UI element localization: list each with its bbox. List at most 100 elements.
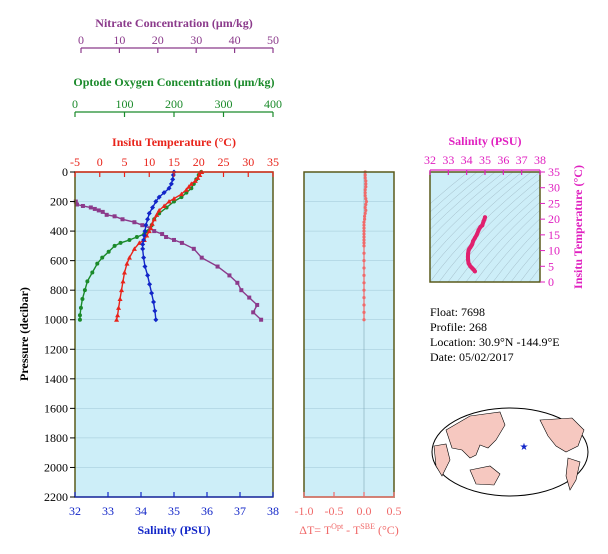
ts-salinity-axis-tick-label: 33 — [442, 153, 454, 167]
delta-axis-title: ΔT= TOpt - TSBE (°C) — [299, 522, 399, 537]
ts-point — [471, 239, 476, 244]
nitrate-point — [259, 317, 264, 322]
temperature-axis-tick-label: 25 — [218, 155, 230, 169]
nitrate-axis-title: Nitrate Concentration (μm/kg) — [95, 16, 252, 30]
salinity-point — [156, 194, 162, 200]
ts-point — [465, 254, 470, 259]
temperature-point — [188, 181, 194, 186]
oxygen-point — [118, 240, 123, 245]
density-contour — [474, 209, 540, 282]
pressure-axis-tick-label: 1000 — [44, 313, 68, 327]
delta-point — [363, 173, 367, 177]
nitrate-point — [227, 273, 232, 278]
temperature-point — [154, 212, 160, 217]
profile-grid — [75, 201, 273, 468]
nitrate-point — [104, 212, 109, 217]
temperature-point — [124, 261, 130, 266]
ts-temperature-axis-tick-label: 30 — [548, 181, 560, 195]
temperature-axis-tick-label: 10 — [143, 155, 155, 169]
delta-point — [363, 188, 367, 192]
nitrate-point — [215, 264, 220, 269]
oxygen-axis: 0 100 200 300 400 — [72, 97, 282, 117]
nitrate-point — [247, 295, 252, 300]
float-id: Float: 7698 — [430, 305, 486, 319]
delta-point — [362, 238, 366, 242]
delta-point — [362, 295, 366, 300]
density-contour — [456, 193, 540, 282]
delta-point — [364, 202, 368, 207]
temperature-axis-tick-label: 30 — [242, 155, 254, 169]
temperature-axis: -5 0 5 10 15 20 25 30 35 — [70, 155, 279, 177]
oxygen-point — [90, 270, 95, 275]
delta-point — [362, 241, 366, 245]
nitrate-point — [239, 288, 244, 293]
map-australia — [469, 465, 501, 486]
pressure-axis-tick-label: 1600 — [44, 401, 68, 415]
density-contour — [430, 172, 478, 213]
nitrate-point — [80, 203, 85, 208]
oxygen-axis-title: Optode Oxygen Concentration (μm/kg) — [73, 75, 274, 89]
ts-temperature-title: Insitu Temperature (°C) — [571, 165, 585, 289]
salinity-point — [143, 222, 149, 228]
density-contour — [430, 172, 505, 240]
density-contour — [501, 236, 540, 282]
delta-point — [363, 191, 367, 195]
date: Date: 05/02/2017 — [430, 350, 514, 364]
salinity-axis-tick-label: 38 — [267, 504, 279, 518]
location: Location: 30.9°N -144.9°E — [430, 335, 560, 349]
delta-axis: -1.0 -0.5 0.0 0.5 — [295, 492, 402, 518]
nitrate-point — [152, 229, 157, 234]
temperature-point — [136, 240, 142, 245]
delta-point — [364, 182, 368, 186]
profile-plot-area — [75, 172, 273, 497]
temperature-point — [183, 187, 189, 192]
nitrate-point — [112, 214, 117, 219]
salinity-point — [151, 299, 157, 305]
temperature-point — [115, 312, 121, 318]
ts-point — [480, 223, 485, 228]
delta-point — [362, 310, 366, 314]
temperature-point — [195, 175, 201, 180]
nitrate-axis-tick-label: 0 — [78, 33, 84, 47]
temperature-axis-tick-label: 20 — [193, 155, 205, 169]
salinity-point — [145, 272, 151, 278]
salinity-point — [153, 199, 159, 205]
temperature-point — [119, 287, 125, 293]
temperature-point — [122, 269, 127, 275]
ts-point — [476, 228, 481, 233]
salinity-axis-tick-label: 34 — [135, 504, 147, 518]
pressure-axis-tick-label: 400 — [50, 224, 68, 238]
ts-point — [474, 232, 479, 237]
delta-point — [362, 266, 366, 270]
salinity-axis-tick-label: 35 — [168, 504, 180, 518]
density-contour — [528, 267, 540, 282]
world-map: ★ — [431, 407, 589, 497]
pressure-axis-tick-label: 0 — [62, 165, 68, 179]
salinity-point — [153, 317, 159, 323]
delta-point — [364, 185, 368, 189]
delta-point — [363, 211, 367, 215]
pressure-axis-tick-label: 200 — [50, 195, 68, 209]
delta-point — [364, 196, 368, 201]
density-contour — [430, 172, 487, 221]
oxygen-axis-tick-label: 300 — [215, 97, 233, 111]
temperature-point — [114, 317, 120, 322]
nitrate-axis-tick-label: 20 — [152, 33, 164, 47]
nitrate-axis-tick-label: 10 — [113, 33, 125, 47]
temperature-axis-tick-label: 35 — [267, 155, 279, 169]
ts-salinity-axis-tick-label: 36 — [497, 153, 509, 167]
oxygen-point — [78, 305, 83, 310]
pressure-axis-tick-label: 2000 — [44, 460, 68, 474]
nitrate-point — [251, 310, 256, 315]
delta-point — [363, 176, 367, 180]
ts-point — [466, 261, 471, 266]
salinity-point — [161, 190, 167, 196]
salinity-point — [142, 264, 148, 270]
ts-temperature-axis-tick-label: 10 — [548, 244, 560, 258]
temperature-point — [148, 225, 154, 231]
delta-point — [362, 244, 366, 248]
pressure-axis: 0 200 400 600 800 1000 1200 1400 1600 1800 2000 220… — [44, 165, 75, 504]
density-contour — [483, 218, 540, 282]
nitrate-axis: 0 10 20 30 40 50 — [78, 33, 279, 53]
